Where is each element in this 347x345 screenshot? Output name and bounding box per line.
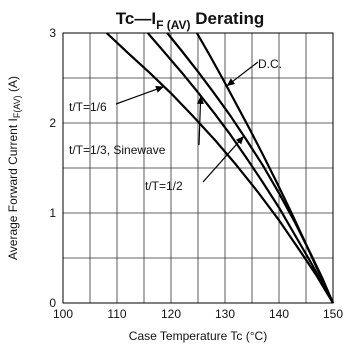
y-axis-label-subscript: F(AV) xyxy=(12,95,22,118)
annotation-arrow-head-4 xyxy=(235,136,244,145)
x-axis-label: Case Temperature Tc (°C) xyxy=(129,329,267,343)
y-axis-label-unit: (A) xyxy=(6,76,20,95)
annotation-arrows xyxy=(115,61,259,183)
y-tick-label: 2 xyxy=(49,116,56,130)
chart-title: Tc—IF (AV) Derating xyxy=(116,9,264,32)
series-line-2 xyxy=(146,32,334,304)
x-tick-label: 140 xyxy=(269,307,289,321)
y-tick-label: 1 xyxy=(49,206,56,220)
plot-frame xyxy=(62,32,334,304)
x-tick-label: 110 xyxy=(107,307,126,321)
y-tick-label: 3 xyxy=(49,26,56,40)
y-tick-labels: 0 1 2 3 xyxy=(49,26,56,310)
x-tick-label: 100 xyxy=(53,307,73,321)
x-tick-label: 120 xyxy=(161,307,181,321)
annotation-arrow-line-3 xyxy=(198,95,202,146)
annotation-1-2: t/T=1/2 xyxy=(145,179,183,193)
chart-title-lead: Tc—I xyxy=(116,9,156,28)
y-tick-label: 0 xyxy=(49,296,56,310)
series-line-1 xyxy=(105,32,334,304)
annotation-arrow-line-4 xyxy=(202,135,245,183)
x-tick-label: 130 xyxy=(215,307,235,321)
chart-title-subscript: F (AV) xyxy=(156,18,190,32)
chart-title-trail: Derating xyxy=(191,9,265,28)
x-tick-labels: 100 110 120 130 140 150 xyxy=(53,307,343,321)
x-tick-label: 150 xyxy=(323,307,343,321)
y-axis-label-main: Average Forward Current I xyxy=(6,118,20,260)
annotation-dc: D.C. xyxy=(258,57,282,71)
y-axis-label: Average Forward Current IF(AV) (A) xyxy=(6,76,22,260)
annotation-1-3-sinewave: t/T=1/3, Sinewave xyxy=(69,143,166,157)
annotation-1-6: t/T=1/6 xyxy=(69,100,107,114)
curves xyxy=(105,32,335,304)
annotation-arrow-head-1 xyxy=(226,78,236,87)
annotation-arrow-head-2 xyxy=(155,86,164,93)
annotation-arrow-head-3 xyxy=(196,95,204,104)
series-line-4 xyxy=(195,32,334,304)
annotation-arrow-line-2 xyxy=(115,86,165,105)
